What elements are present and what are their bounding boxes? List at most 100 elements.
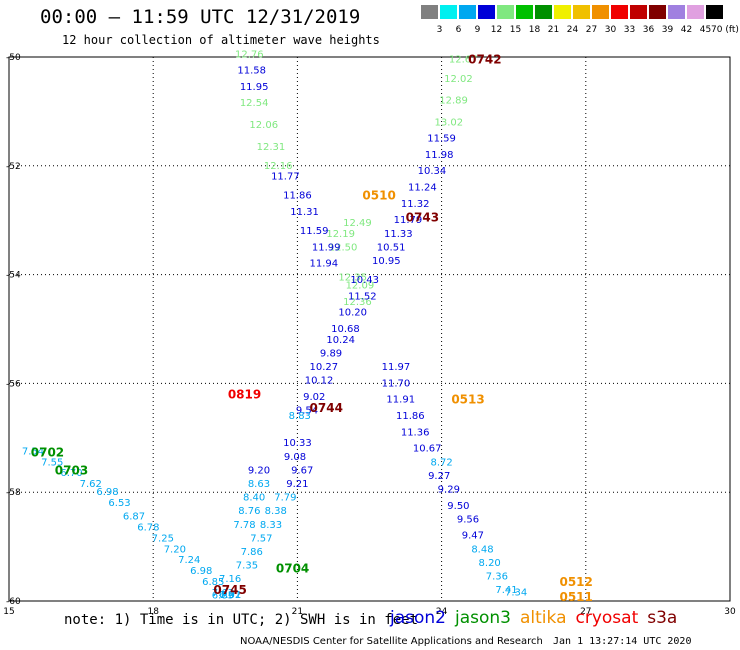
scale-swatch — [459, 5, 476, 19]
swh-value: 6.53 — [108, 498, 130, 509]
swh-value: 7.54 — [22, 446, 44, 457]
swh-value: 6.98 — [190, 566, 212, 577]
swh-value: 9.27 — [428, 471, 450, 482]
swh-value: 8.48 — [471, 544, 493, 555]
swh-value: 11.77 — [271, 172, 300, 183]
swh-value: 12.31 — [257, 142, 286, 153]
swh-value: 6.51 — [209, 627, 231, 638]
swh-value: 11.33 — [384, 229, 413, 240]
x-axis: 15 18 21 24 27 30 — [3, 607, 736, 617]
pass-label: 0819 — [228, 387, 261, 401]
pass-label: 0510 — [362, 189, 395, 203]
swh-value: 10.27 — [310, 362, 339, 373]
swh-value: 7.35 — [236, 561, 258, 572]
swh-value: 9.21 — [286, 479, 308, 490]
scale-swatch — [592, 5, 609, 19]
swh-value: 8.40 — [243, 493, 265, 504]
pass-label: 0743 — [406, 210, 439, 224]
swh-value: 11.52 — [348, 291, 377, 302]
swh-value: 7.79 — [274, 493, 296, 504]
x-tick-label: 18 — [147, 607, 159, 617]
x-tick-label: 21 — [292, 607, 303, 617]
swh-value: 7.62 — [80, 479, 102, 490]
scale-label: 15 — [509, 25, 522, 35]
y-tick-label: -52 — [6, 162, 21, 172]
scale-swatch — [687, 5, 704, 19]
scale-label: 21 — [547, 25, 560, 35]
scale-swatch — [706, 5, 723, 19]
swh-value: 12.09 — [346, 280, 375, 291]
chart-subtitle: 12 hour collection of altimeter wave hei… — [62, 33, 380, 47]
swh-value: 9.08 — [284, 452, 306, 463]
x-tick-label: 27 — [580, 607, 591, 617]
swh-value: 11.31 — [290, 207, 319, 218]
scale-label: 3 — [436, 25, 443, 35]
scale-label: 39 — [661, 25, 674, 35]
swh-value: 6.98 — [96, 487, 118, 498]
swh-value: 9.54 — [296, 406, 318, 417]
swh-value: 10.51 — [377, 242, 406, 253]
scale-swatch — [554, 5, 571, 19]
swh-value: 11.86 — [396, 411, 425, 422]
swh-value: 7.57 — [250, 533, 272, 544]
pass-label: 0511 — [559, 590, 592, 604]
legend-entry: cryosat — [575, 608, 639, 628]
swh-value: 12.54 — [240, 98, 269, 109]
scale-label: 24 — [566, 25, 579, 35]
scale-label: 18 — [528, 25, 541, 35]
pass-label: 0745 — [213, 583, 246, 597]
swh-value: 7.86 — [241, 547, 263, 558]
swh-value: 9.67 — [291, 465, 313, 476]
swh-value: 6.68 — [205, 639, 227, 650]
swh-value: 11.98 — [425, 150, 454, 161]
swh-value: 7.20 — [164, 544, 186, 555]
swh-value: 12.19 — [326, 229, 355, 240]
satellite-legend: jason2 jason3 altika cryosat s3a — [390, 608, 686, 628]
pass-label: 0512 — [559, 575, 592, 589]
y-tick-label: -54 — [6, 271, 21, 281]
swh-value: 12.89 — [439, 96, 468, 107]
swh-value: 7.63 — [212, 588, 234, 599]
y-axis: -50 -52 -54 -56 -58 -60 — [6, 53, 21, 607]
y-tick-label: -50 — [6, 53, 21, 63]
scale-label: 36 — [642, 25, 655, 35]
scale-swatch — [497, 5, 514, 19]
x-tick-label: 15 — [3, 607, 14, 617]
credit-line: NOAA/NESDIS Center for Satellite Applica… — [240, 636, 543, 647]
swh-value: 7.24 — [178, 555, 200, 566]
swh-value: 12.16 — [264, 161, 293, 172]
legend-entry: jason3 — [455, 608, 511, 628]
scale-label: 6 — [455, 25, 462, 35]
swh-value: 12.36 — [343, 297, 372, 308]
scale-swatch — [516, 5, 533, 19]
scale-label: 45 — [699, 25, 712, 35]
swh-value: 11.70 — [382, 378, 411, 389]
swh-value: 12.49 — [343, 218, 372, 229]
swh-value: 10.12 — [305, 376, 334, 387]
swh-value: 7.06 — [515, 600, 537, 611]
scale-swatch — [668, 5, 685, 19]
swh-value: 7.55 — [41, 457, 63, 468]
swh-value: 9.29 — [438, 484, 460, 495]
swh-value: 11.32 — [401, 199, 430, 210]
scale-swatch — [649, 5, 666, 19]
swh-value: 11.94 — [310, 259, 339, 270]
scale-swatch — [421, 5, 438, 19]
swh-value: 12.67 — [449, 55, 478, 66]
scale-label: 12 — [490, 25, 503, 35]
swh-value: 11.91 — [386, 395, 415, 406]
legend-entry: s3a — [647, 608, 678, 628]
swh-value: 11.59 — [300, 226, 329, 237]
x-tick-label: 24 — [436, 607, 448, 617]
x-tick-label: 30 — [724, 607, 736, 617]
swh-value: 10.34 — [418, 166, 447, 177]
y-tick-label: -58 — [6, 488, 21, 498]
swh-value: 12.06 — [249, 120, 278, 131]
scale-label: 30 — [604, 25, 617, 35]
swh-value: 12.02 — [444, 74, 473, 85]
swh-value: 8.72 — [430, 457, 452, 468]
swh-value: 10.67 — [413, 444, 442, 455]
swh-value: 6.78 — [137, 523, 159, 534]
swh-value: 7.01 — [219, 590, 241, 601]
